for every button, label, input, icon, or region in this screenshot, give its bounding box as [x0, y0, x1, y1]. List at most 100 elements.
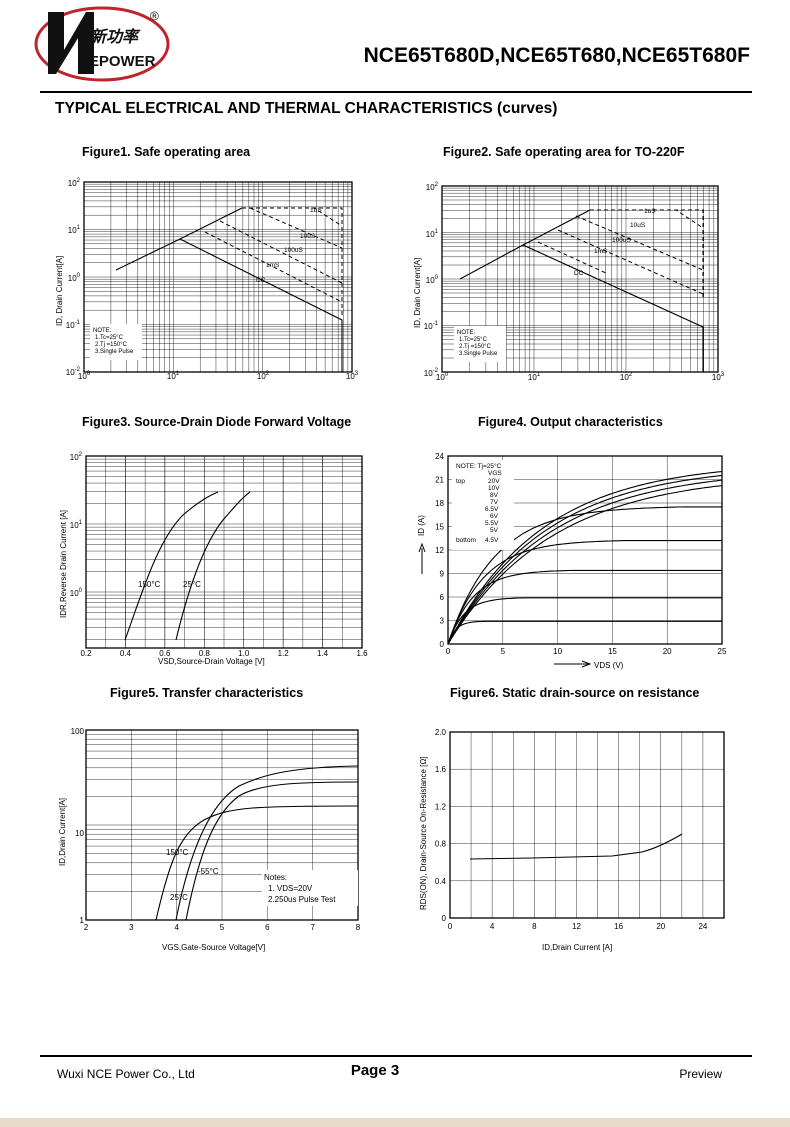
fig5-curve-n55c — [175, 765, 359, 921]
fig3-xtick: 0.4 — [120, 649, 132, 658]
svg-text:101: 101 — [68, 225, 81, 235]
fig2-ylabel: ID, Drain Current[A] — [413, 258, 422, 328]
fig4-ytick: 9 — [440, 570, 445, 579]
fig4-vgs: VGS — [488, 470, 502, 477]
fig3-xtick: 1.2 — [278, 649, 290, 658]
figure5-title: Figure5. Transfer characteristics — [110, 686, 304, 700]
svg-text:10-2: 10-2 — [424, 368, 439, 378]
svg-text:102: 102 — [426, 182, 439, 192]
fig2-label-dc: DC — [574, 270, 584, 277]
fig3-xtick: 0.8 — [199, 649, 211, 658]
svg-text:10-1: 10-1 — [66, 320, 81, 330]
fig4-vgs-6-5: 6.5V — [485, 506, 499, 513]
fig5-xtick: 4 — [174, 923, 179, 932]
fig1-dc-line — [115, 238, 343, 372]
svg-text:102: 102 — [68, 178, 81, 188]
fig4-curve-high-3 — [447, 470, 723, 645]
svg-text:102: 102 — [70, 452, 83, 462]
fig4-curve-sat-0 — [447, 620, 722, 645]
fig4-xtick: 15 — [608, 647, 617, 656]
fig4-ylabel: ID (A) — [417, 515, 426, 536]
fig4-xtick: 10 — [553, 647, 562, 656]
footer-status: Preview — [679, 1067, 722, 1081]
fig6-xtick: 24 — [698, 922, 707, 931]
fig3-curve-150c — [124, 491, 219, 641]
fig5-label-n55c: -55°C — [198, 867, 219, 876]
fig4-xtick: 5 — [501, 647, 506, 656]
svg-text:100: 100 — [78, 371, 91, 381]
logo-en-text: CEPOWER — [78, 53, 156, 70]
fig2-note-2: 2.Tj =150°C — [459, 344, 492, 350]
fig1-note-1: 1.Tc=25°C — [95, 335, 124, 341]
fig6-ytick: 0.8 — [435, 840, 447, 849]
fig5-curve-25c — [185, 781, 359, 921]
figure1-title: Figure1. Safe operating area — [82, 145, 251, 159]
fig6-ylabel: RDS(ON), Drain-Source On-Resistance [Ω] — [419, 756, 428, 910]
fig4-curve-high-2 — [447, 474, 723, 645]
fig4-xtick: 25 — [718, 647, 727, 656]
fig4-curve-high-1 — [447, 479, 723, 645]
fig4-curve-high-0 — [447, 484, 723, 645]
fig6-xtick: 0 — [448, 922, 453, 931]
fig6-ytick: 0.4 — [435, 877, 447, 886]
fig2-note-title: NOTE: — [457, 330, 476, 336]
figure6-title: Figure6. Static drain-source on resistan… — [450, 686, 700, 700]
fig5-label-25c: 25°C — [170, 893, 188, 902]
svg-text:100: 100 — [426, 275, 439, 285]
svg-text:100: 100 — [436, 372, 449, 382]
fig3-label-150c: 150°C — [138, 580, 161, 589]
part-numbers: NCE65T680D,NCE65T680,NCE65T680F — [363, 44, 750, 67]
fig4-ytick: 3 — [440, 617, 445, 626]
svg-text:102: 102 — [257, 371, 270, 381]
fig1-note-2: 2.Tj =150°C — [95, 342, 128, 348]
figure4-output-plot: 0 5 10 15 20 25 24 21 18 15 12 9 6 3 0 ID (A) VDS (V)… — [417, 452, 727, 670]
figure3-diode-plot: 0.2 0.4 0.6 0.8 1.0 1.2 1.4 1.6 102 101 100 IDR… — [59, 452, 368, 666]
svg-text:10-2: 10-2 — [66, 367, 81, 377]
fig1-ylabel: ID, Drain Current[A] — [55, 256, 64, 326]
fig5-curve-150c — [155, 805, 359, 921]
fig4-vgs-7: 7V — [490, 499, 499, 506]
registered-mark: ® — [150, 9, 159, 23]
fig2-label-10us: 10uS — [630, 222, 646, 229]
fig5-label-150c: 150°C — [166, 848, 189, 857]
svg-text:101: 101 — [167, 371, 180, 381]
figure3-title: Figure3. Source-Drain Diode Forward Volt… — [82, 415, 352, 429]
fig4-ytick: 15 — [435, 523, 444, 532]
fig4-vgs-4-5: 4.5V — [485, 537, 499, 544]
fig6-xtick: 8 — [532, 922, 537, 931]
fig6-ytick: 1.6 — [435, 765, 447, 774]
fig4-xlabel: VDS (V) — [594, 661, 624, 670]
fig4-vgs-5: 5V — [490, 527, 499, 534]
fig5-notes-1: 1. VDS=20V — [268, 884, 313, 893]
section-title: TYPICAL ELECTRICAL AND THERMAL CHARACTER… — [55, 100, 558, 117]
fig1-label-dc: DC — [256, 277, 266, 284]
fig4-ytick: 0 — [440, 640, 445, 649]
fig4-xtick: 0 — [446, 647, 451, 656]
logo-cn-text: 新功率 — [90, 28, 141, 46]
figure5-transfer-plot: 2 3 4 5 6 7 8 100 10 1 ID,Drain Current[A] VGS… — [58, 727, 361, 952]
fig1-label-1ms: 1mS — [266, 262, 280, 269]
fig3-ylabel: IDR,Reverse Drain Current [A] — [59, 510, 68, 618]
fig6-ytick: 2.0 — [435, 728, 447, 737]
fig2-note-3: 3.Single Pulse — [459, 351, 498, 357]
bottom-band — [0, 1118, 790, 1127]
fig6-curve — [469, 833, 683, 860]
fig5-notes-title: Notes: — [264, 873, 287, 882]
fig5-xtick: 3 — [129, 923, 134, 932]
fig3-xtick: 1.0 — [238, 649, 250, 658]
fig5-xtick: 6 — [265, 923, 270, 932]
company-logo: 新功率 CEPOWER ® — [34, 6, 170, 82]
figure2-title: Figure2. Safe operating area for TO-220F — [443, 145, 685, 159]
fig3-xtick: 0.2 — [80, 649, 92, 658]
svg-text:100: 100 — [70, 588, 83, 598]
fig5-xtick: 2 — [84, 923, 89, 932]
fig3-xtick: 1.6 — [356, 649, 368, 658]
header-rule — [40, 91, 752, 93]
fig2-note-1: 1.Tc=25°C — [459, 337, 488, 343]
svg-text:101: 101 — [426, 229, 439, 239]
svg-text:101: 101 — [528, 372, 541, 382]
fig6-xtick: 20 — [656, 922, 665, 931]
footer-company: Wuxi NCE Power Co., Ltd — [57, 1067, 195, 1081]
fig6-ytick: 1.2 — [435, 802, 447, 811]
svg-text:103: 103 — [346, 371, 359, 381]
